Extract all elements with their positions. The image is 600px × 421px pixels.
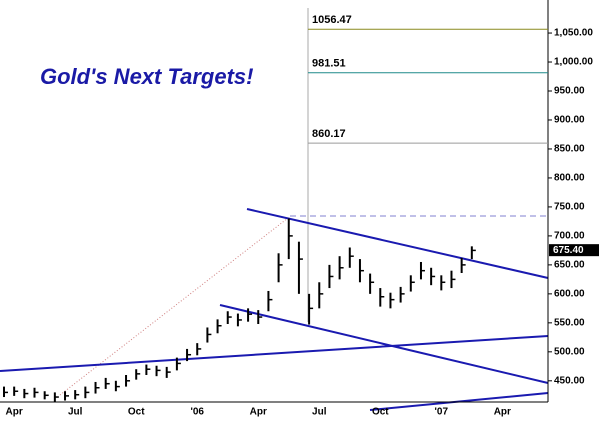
y-tick-label: 500.00 — [554, 346, 585, 357]
y-tick-label: 650.00 — [554, 260, 585, 271]
x-tick-label: Apr — [6, 407, 23, 418]
y-tick-label: 1,000.00 — [554, 57, 593, 68]
last-price-box — [549, 244, 599, 257]
x-tick-label: '07 — [435, 407, 449, 418]
x-tick-label: '06 — [190, 407, 204, 418]
target-label: 1056.47 — [312, 14, 352, 26]
y-tick-label: 700.00 — [554, 231, 585, 242]
y-tick-label: 550.00 — [554, 317, 585, 328]
y-tick-label: 750.00 — [554, 202, 585, 213]
target-label: 981.51 — [312, 58, 346, 70]
y-tick-label: 900.00 — [554, 115, 585, 126]
x-tick-label: Jul — [312, 407, 327, 418]
last-price-label: 675.40 — [553, 245, 584, 256]
y-tick-label: 950.00 — [554, 86, 585, 97]
y-tick-label: 850.00 — [554, 144, 585, 155]
x-tick-label: Oct — [372, 407, 389, 418]
y-tick-label: 600.00 — [554, 289, 585, 300]
trend-line — [246, 208, 549, 279]
chart-title: Gold's Next Targets! — [40, 64, 253, 89]
y-tick-label: 1,050.00 — [554, 28, 593, 39]
x-tick-label: Apr — [250, 407, 267, 418]
x-tick-label: Oct — [128, 407, 145, 418]
y-tick-label: 800.00 — [554, 173, 585, 184]
target-label: 860.17 — [312, 128, 346, 140]
x-tick-label: Apr — [494, 407, 511, 418]
trend-line — [219, 304, 549, 384]
y-tick-label: 450.00 — [554, 375, 585, 386]
trend-line — [0, 335, 549, 372]
x-tick-label: Jul — [68, 407, 83, 418]
